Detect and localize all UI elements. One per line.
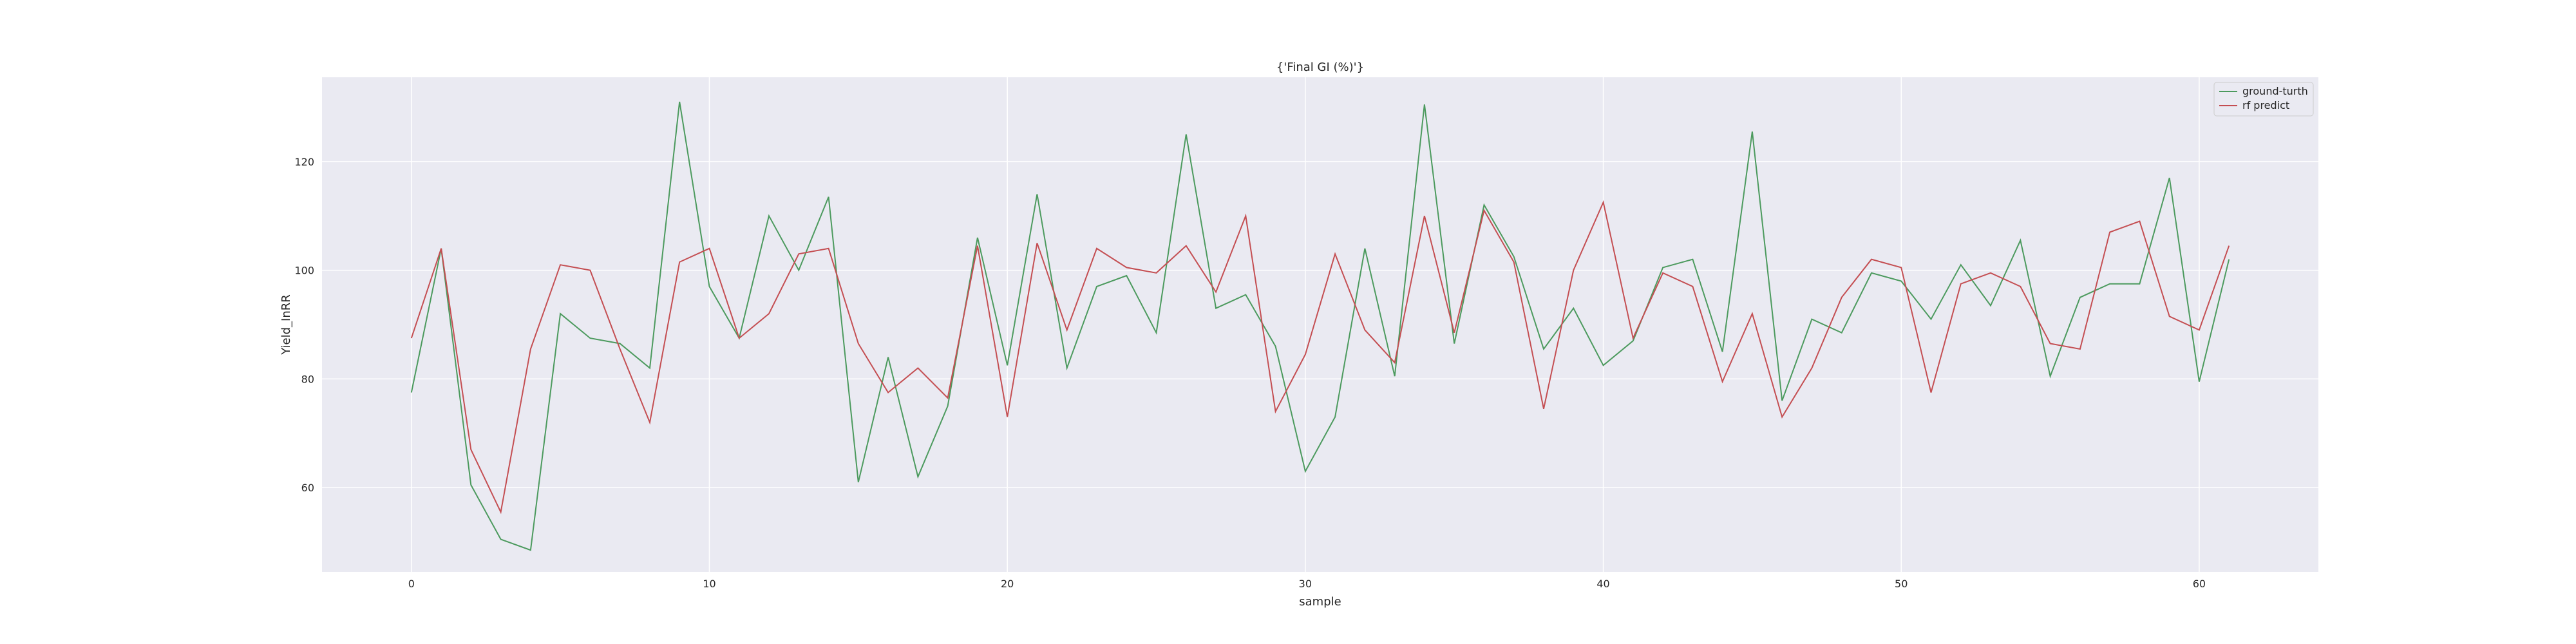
x-tick-label: 20: [1001, 578, 1014, 590]
x-tick-label: 0: [408, 578, 415, 590]
x-tick-label: 40: [1596, 578, 1609, 590]
x-tick-label: 50: [1895, 578, 1908, 590]
x-tick-label: 10: [703, 578, 715, 590]
legend-label-ground-turth: ground-turth: [2242, 85, 2308, 97]
grid: [322, 77, 2318, 572]
legend-box: [2213, 82, 2314, 117]
y-tick-label: 120: [294, 156, 314, 168]
plot-area: [322, 77, 2318, 572]
series-line-rf-predict: [410, 200, 2230, 515]
y-axis-label: Yield_InRR: [279, 294, 293, 355]
x-tick-label: 30: [1299, 578, 1312, 590]
x-tick-labels: 0 10 20 30 40 50 60: [408, 578, 2206, 590]
x-tick-label: 60: [2193, 578, 2206, 590]
chart-title: {'Final GI (%)'}: [1276, 61, 1364, 74]
series-line-ground-turth: [410, 101, 2230, 551]
x-axis-label: sample: [1299, 595, 1341, 609]
legend-label-rf-predict: rf predict: [2242, 99, 2289, 111]
legend: ground-turth rf predict: [2213, 82, 2314, 117]
y-tick-label: 60: [301, 482, 314, 494]
series-group: [410, 101, 2230, 551]
y-tick-labels: 60 80 100 120: [294, 156, 314, 494]
y-tick-label: 100: [294, 265, 314, 277]
y-tick-label: 80: [301, 373, 314, 385]
